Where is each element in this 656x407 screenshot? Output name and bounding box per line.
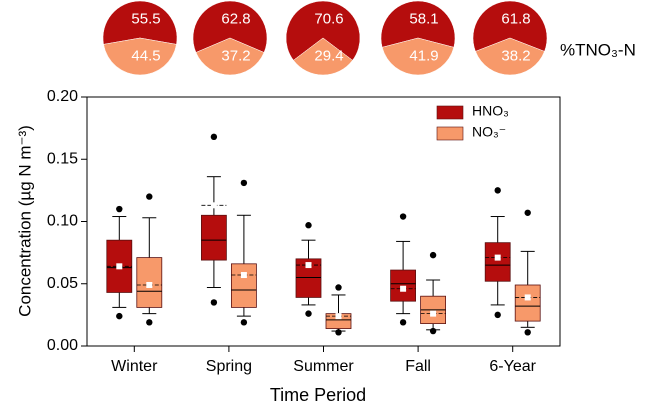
x-tick-label: Winter: [111, 358, 158, 375]
pie-value-label: 38.2: [501, 47, 530, 64]
outlier: [240, 179, 248, 187]
x-tick-label: Fall: [405, 358, 431, 375]
mean-marker: [146, 281, 153, 288]
pie-slice: [285, 0, 361, 61]
outlier: [305, 222, 312, 229]
outlier: [116, 312, 123, 320]
mean-marker: [335, 313, 342, 320]
mean-marker: [240, 272, 247, 279]
pie-value-label: 55.5: [131, 10, 160, 27]
pie-value-label: 44.5: [131, 47, 160, 64]
box: [514, 284, 541, 322]
pie-value-label: 29.4: [314, 47, 343, 64]
outlier: [210, 299, 218, 306]
outlier: [146, 319, 153, 326]
mean-marker: [430, 310, 437, 317]
outlier: [116, 205, 123, 213]
x-axis-title: Time Period: [270, 385, 366, 405]
legend-label: NO₃⁻: [472, 124, 506, 140]
y-tick-label: 0.10: [47, 213, 78, 230]
legend-label: HNO₃: [472, 103, 509, 119]
pie-slice: [103, 37, 177, 76]
box: [200, 214, 227, 261]
box: [230, 263, 257, 308]
x-tick-label: Spring: [206, 358, 252, 375]
mean-marker: [116, 263, 123, 270]
box: [484, 242, 511, 282]
pie-slice: [293, 37, 353, 76]
mean-marker: [524, 294, 531, 301]
pie-slice: [381, 37, 455, 76]
outlier: [399, 319, 407, 326]
pie-value-label: 37.2: [221, 47, 250, 64]
pie-slice: [195, 37, 265, 76]
pie-slice: [380, 0, 456, 48]
outlier: [494, 311, 501, 319]
outlier: [494, 187, 501, 194]
pie-annotation: %TNO₃-N: [560, 40, 636, 59]
pie-value-label: 41.9: [409, 47, 438, 64]
mean-marker: [494, 254, 501, 261]
mean-marker: [400, 285, 407, 292]
mean-marker: [210, 202, 217, 209]
y-tick-label: 0.20: [47, 88, 78, 105]
y-axis-title: Concentration (µg N m⁻³): [15, 125, 34, 317]
pie-value-label: 62.8: [221, 10, 250, 27]
outlier: [399, 213, 407, 220]
pie-value-label: 70.6: [314, 10, 343, 27]
pie-slice: [475, 37, 545, 76]
outlier: [429, 327, 437, 335]
y-tick-label: 0.00: [47, 337, 78, 354]
box: [390, 269, 417, 302]
x-tick-label: 6-Year: [489, 358, 536, 375]
legend-swatch: [436, 126, 464, 141]
mean-marker: [305, 262, 312, 269]
outlier: [335, 284, 342, 291]
y-tick-label: 0.05: [47, 275, 78, 292]
outlier: [305, 310, 312, 317]
pie-slice: [192, 0, 268, 53]
pie-slice: [472, 0, 548, 52]
outlier: [335, 329, 342, 336]
outlier: [240, 319, 248, 326]
y-tick-label: 0.15: [47, 150, 78, 167]
outlier: [429, 251, 437, 259]
legend-swatch: [436, 105, 464, 120]
outlier: [210, 133, 218, 141]
outlier: [524, 329, 531, 336]
pie-value-label: 58.1: [409, 10, 438, 27]
pie-value-label: 61.8: [501, 10, 530, 27]
x-tick-label: Summer: [293, 358, 354, 375]
outlier: [146, 193, 153, 200]
pie-slice: [102, 0, 178, 45]
outlier: [524, 209, 531, 216]
